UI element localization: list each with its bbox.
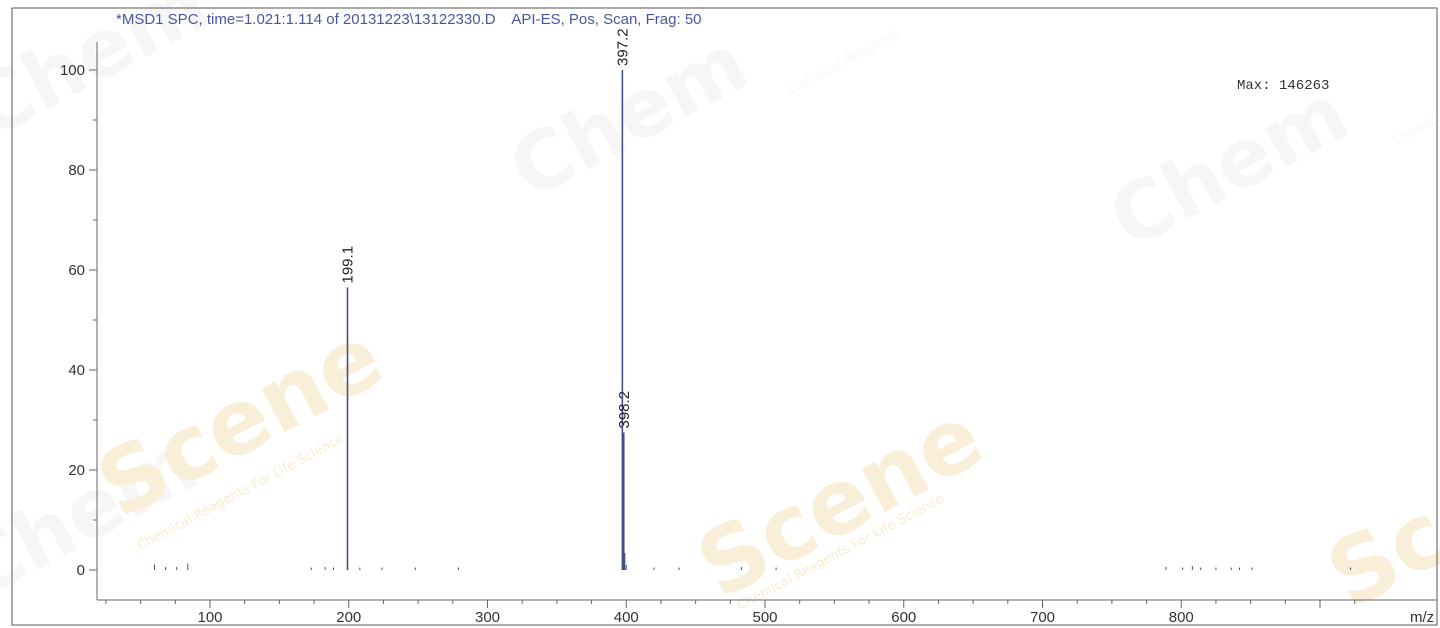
peak-label: 398.2 (616, 391, 633, 429)
chart-title: *MSD1 SPC, time=1.021:1.114 of 20131223\… (116, 11, 702, 28)
peak-label: 397.2 (614, 28, 631, 66)
peak-label: 199.1 (340, 246, 357, 284)
x-tick-label: 300 (475, 609, 500, 626)
x-axis-label: m/z (1410, 609, 1434, 626)
y-tick-label: 20 (68, 462, 85, 479)
watermark-tagline: Chemical Reagents (1390, 76, 1440, 148)
x-tick-label: 400 (614, 609, 639, 626)
minor-peaks (154, 553, 1352, 570)
x-tick-label: 800 (1169, 609, 1194, 626)
x-tick-label: 100 (197, 609, 222, 626)
x-tick-label: 700 (1030, 609, 1055, 626)
watermark-brand: Scene (1311, 394, 1440, 628)
y-tick-label: 60 (68, 262, 85, 279)
y-tick-label: 100 (60, 62, 85, 79)
watermark-brand: Scene (81, 304, 399, 540)
x-tick-label: 500 (752, 609, 777, 626)
y-tick-label: 80 (68, 162, 85, 179)
x-tick-label: 200 (336, 609, 361, 626)
y-axis-ticks: 0 20 40 60 80 100 (60, 62, 97, 579)
y-tick-label: 40 (68, 362, 85, 379)
watermark-tagline: Chemical Reagents (785, 26, 903, 98)
max-label: Max: 146263 (1237, 78, 1329, 94)
watermark-brand: Chem (1095, 66, 1362, 267)
watermark-brand: Scene (681, 384, 999, 620)
y-tick-label: 0 (77, 562, 85, 579)
peaks: 199.1 397.2 398.2 (340, 28, 633, 570)
x-axis-ticks: 100 200 300 400 500 600 700 800 (105, 600, 1356, 626)
x-tick-label: 600 (891, 609, 916, 626)
plot-frame (11, 7, 1438, 626)
